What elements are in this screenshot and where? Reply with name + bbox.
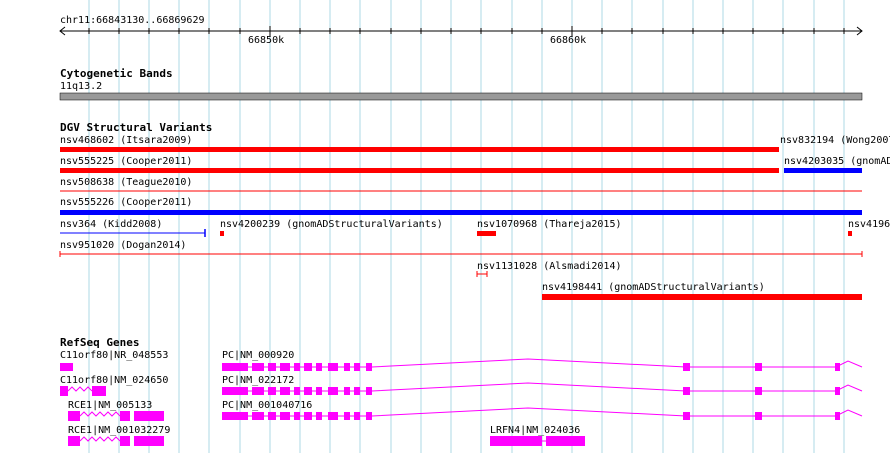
gene-label[interactable]: PC|NM_001040716: [222, 400, 313, 411]
gene-PC-NM_022172: [222, 382, 863, 395]
ruler-tick-label: 66850k: [248, 35, 285, 46]
dgv-feature-nsv1070968: [477, 231, 496, 236]
track-title-cytoband: Cytogenetic Bands: [60, 67, 173, 80]
track-title-dgv: DGV Structural Variants: [60, 121, 213, 134]
dgv-feature-nsv4198441: [542, 294, 862, 300]
dgv-feature-nsv555226: [60, 210, 862, 215]
gene-LRFN4-NM_024036: [490, 436, 585, 446]
gene-RCE1-NM_001032279: [68, 436, 164, 446]
dgv-feature-label[interactable]: nsv1131028 (Alsmadi2014): [477, 261, 622, 272]
dgv-feature-label[interactable]: nsv555225 (Cooper2011): [60, 156, 193, 167]
dgv-feature-label[interactable]: nsv4198441 (gnomADStructuralVariants): [542, 282, 765, 293]
dgv-feature-label[interactable]: nsv555226 (Cooper2011): [60, 197, 193, 208]
dgv-feature-nsv4196: [848, 231, 852, 236]
dgv-feature-label[interactable]: nsv4203035 (gnomAD: [784, 156, 890, 167]
gene-C11orf80-NR_048553: [60, 363, 73, 371]
gene-label[interactable]: RCE1|NM_001032279: [68, 425, 171, 436]
dgv-feature-label[interactable]: nsv4200239 (gnomADStructuralVariants): [220, 219, 443, 230]
gene-label[interactable]: C11orf80|NR_048553: [60, 350, 169, 361]
dgv-feature-label[interactable]: nsv1070968 (Thareja2015): [477, 219, 622, 230]
dgv-feature-label[interactable]: nsv4196: [848, 219, 890, 230]
dgv-feature-label[interactable]: nsv508638 (Teague2010): [60, 177, 193, 188]
refseq-gene-glyphs[interactable]: [60, 358, 863, 446]
gene-label[interactable]: C11orf80|NM_024650: [60, 375, 169, 386]
ruler-tick-label: 66860k: [550, 35, 587, 46]
dgv-feature-glyphs[interactable]: [59, 147, 863, 300]
dgv-feature-nsv4203035: [784, 168, 862, 173]
dgv-feature-label[interactable]: nsv468602 (Itsara2009): [60, 135, 193, 146]
grid-lines: [88, 0, 845, 453]
dgv-feature-label[interactable]: nsv951020 (Dogan2014): [60, 240, 187, 251]
dgv-feature-label[interactable]: nsv832194 (Wong2007): [780, 135, 890, 146]
ruler-axis: [59, 26, 863, 36]
gene-C11orf80-NM_024650: [60, 386, 106, 396]
track-title-refseq: RefSeq Genes: [60, 336, 140, 349]
dgv-feature-nsv1131028: [476, 271, 488, 277]
dgv-feature-nsv555225: [60, 168, 779, 173]
dgv-feature-nsv4200239: [220, 231, 224, 236]
gene-PC-NM_001040716: [222, 407, 863, 420]
gene-label[interactable]: LRFN4|NM_024036: [490, 425, 581, 436]
cytoband-label[interactable]: 11q13.2: [60, 81, 103, 92]
gene-label[interactable]: PC|NM_000920: [222, 350, 295, 361]
gene-RCE1-NM_005133: [68, 411, 164, 421]
dgv-feature-nsv951020: [59, 251, 863, 257]
gene-PC-NM_000920: [222, 358, 863, 371]
dgv-feature-nsv364: [60, 229, 206, 237]
gene-label[interactable]: RCE1|NM_005133: [68, 400, 153, 411]
gene-label[interactable]: PC|NM_022172: [222, 375, 295, 386]
dgv-feature-nsv468602: [60, 147, 779, 152]
ruler-location: chr11:66843130..66869629: [60, 15, 205, 26]
cytoband-bar[interactable]: [59, 92, 863, 101]
dgv-feature-label[interactable]: nsv364 (Kidd2008): [60, 219, 163, 230]
